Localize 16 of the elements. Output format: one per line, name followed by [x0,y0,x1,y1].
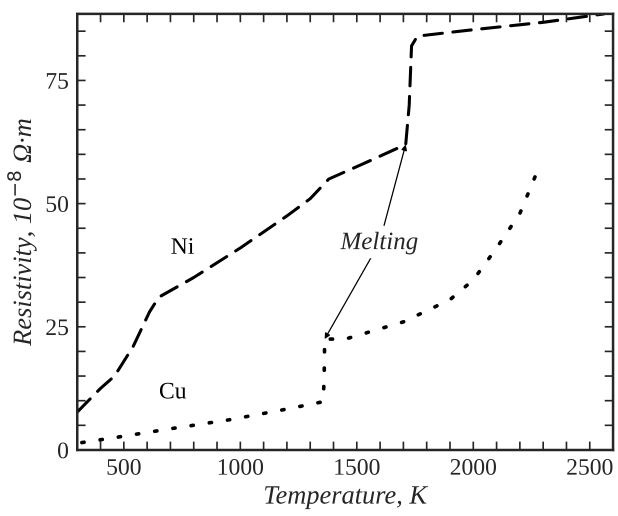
y-tick-label: 75 [46,73,68,89]
y-axis-title: Resistivity, 10$^{−8}$ Ω·m [7,119,37,346]
y-tick-label: 0 [58,442,68,458]
x-tick-label: 1500 [335,458,380,475]
x-tick-label: 2500 [567,458,612,475]
series-label: Ni [171,238,194,254]
line-series [77,14,606,414]
y-tick-label: 25 [46,319,68,336]
x-tick-label: 2000 [450,458,496,475]
y-tick-label: 50 [46,196,68,212]
x-tick-label: 1000 [218,458,264,475]
line-series [80,172,538,444]
x-tick-label: 500 [108,458,141,475]
annotation: Melting [340,232,418,254]
series-label: Cu [160,382,186,399]
x-axis-title: Temperature, K [265,486,428,510]
